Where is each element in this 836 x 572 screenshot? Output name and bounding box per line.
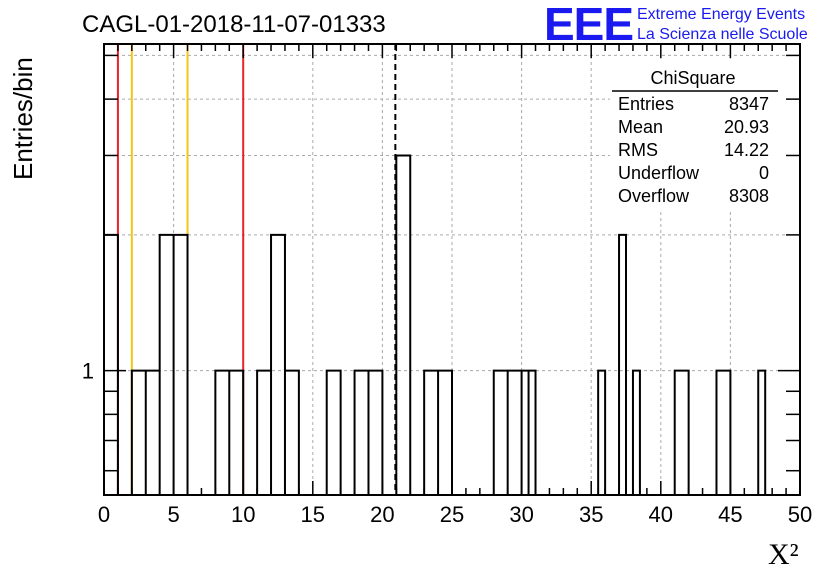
x-tick-label: 25 [440,502,464,527]
logo-line2: La Scienza nelle Scuole [637,26,808,43]
x-tick-label: 35 [579,502,603,527]
stats-value: 20.93 [724,117,769,137]
x-tick-label: 20 [370,502,394,527]
stats-title: ChiSquare [650,68,735,88]
axis-ticks [103,44,801,495]
eee-logo: EEE Extreme Energy Events La Scienza nel… [544,0,808,50]
stats-value: 14.22 [724,140,769,160]
x-tick-label: 30 [509,502,533,527]
logo-line1: Extreme Energy Events [637,6,805,23]
stats-value: 8308 [729,186,769,206]
chart-title: CAGL-01-2018-11-07-01333 [82,11,386,38]
x-tick-label: 45 [718,502,742,527]
stats-label: Mean [618,117,663,137]
y-tick-label: 1 [82,359,94,384]
stats-rows: Entries 8347 Mean 20.93 RMS 14.22 Underflow 0 Ov… [618,94,769,206]
x-tick-label: 0 [98,502,110,527]
x-tick-label: 10 [231,502,255,527]
stats-label: RMS [618,140,658,160]
logo-mark: EEE [544,0,633,50]
stats-box: ChiSquare Entries 8347 Mean 20.93 RMS 14.22 Un… [610,62,786,212]
x-tick-labels: 0 5 10 15 20 25 30 35 40 45 50 [98,502,812,527]
stats-value: 0 [759,163,769,183]
x-tick-label: 40 [649,502,673,527]
stats-label: Entries [618,94,674,114]
stats-label: Overflow [618,186,690,206]
y-axis-label: Entries/bin [8,57,38,180]
y-tick-labels: 1 [82,359,94,384]
stats-label: Underflow [618,163,700,183]
stats-value: 8347 [729,94,769,114]
x-axis-label: X² [768,538,799,571]
x-tick-label: 50 [788,502,812,527]
x-tick-label: 5 [167,502,179,527]
x-tick-label: 15 [301,502,325,527]
